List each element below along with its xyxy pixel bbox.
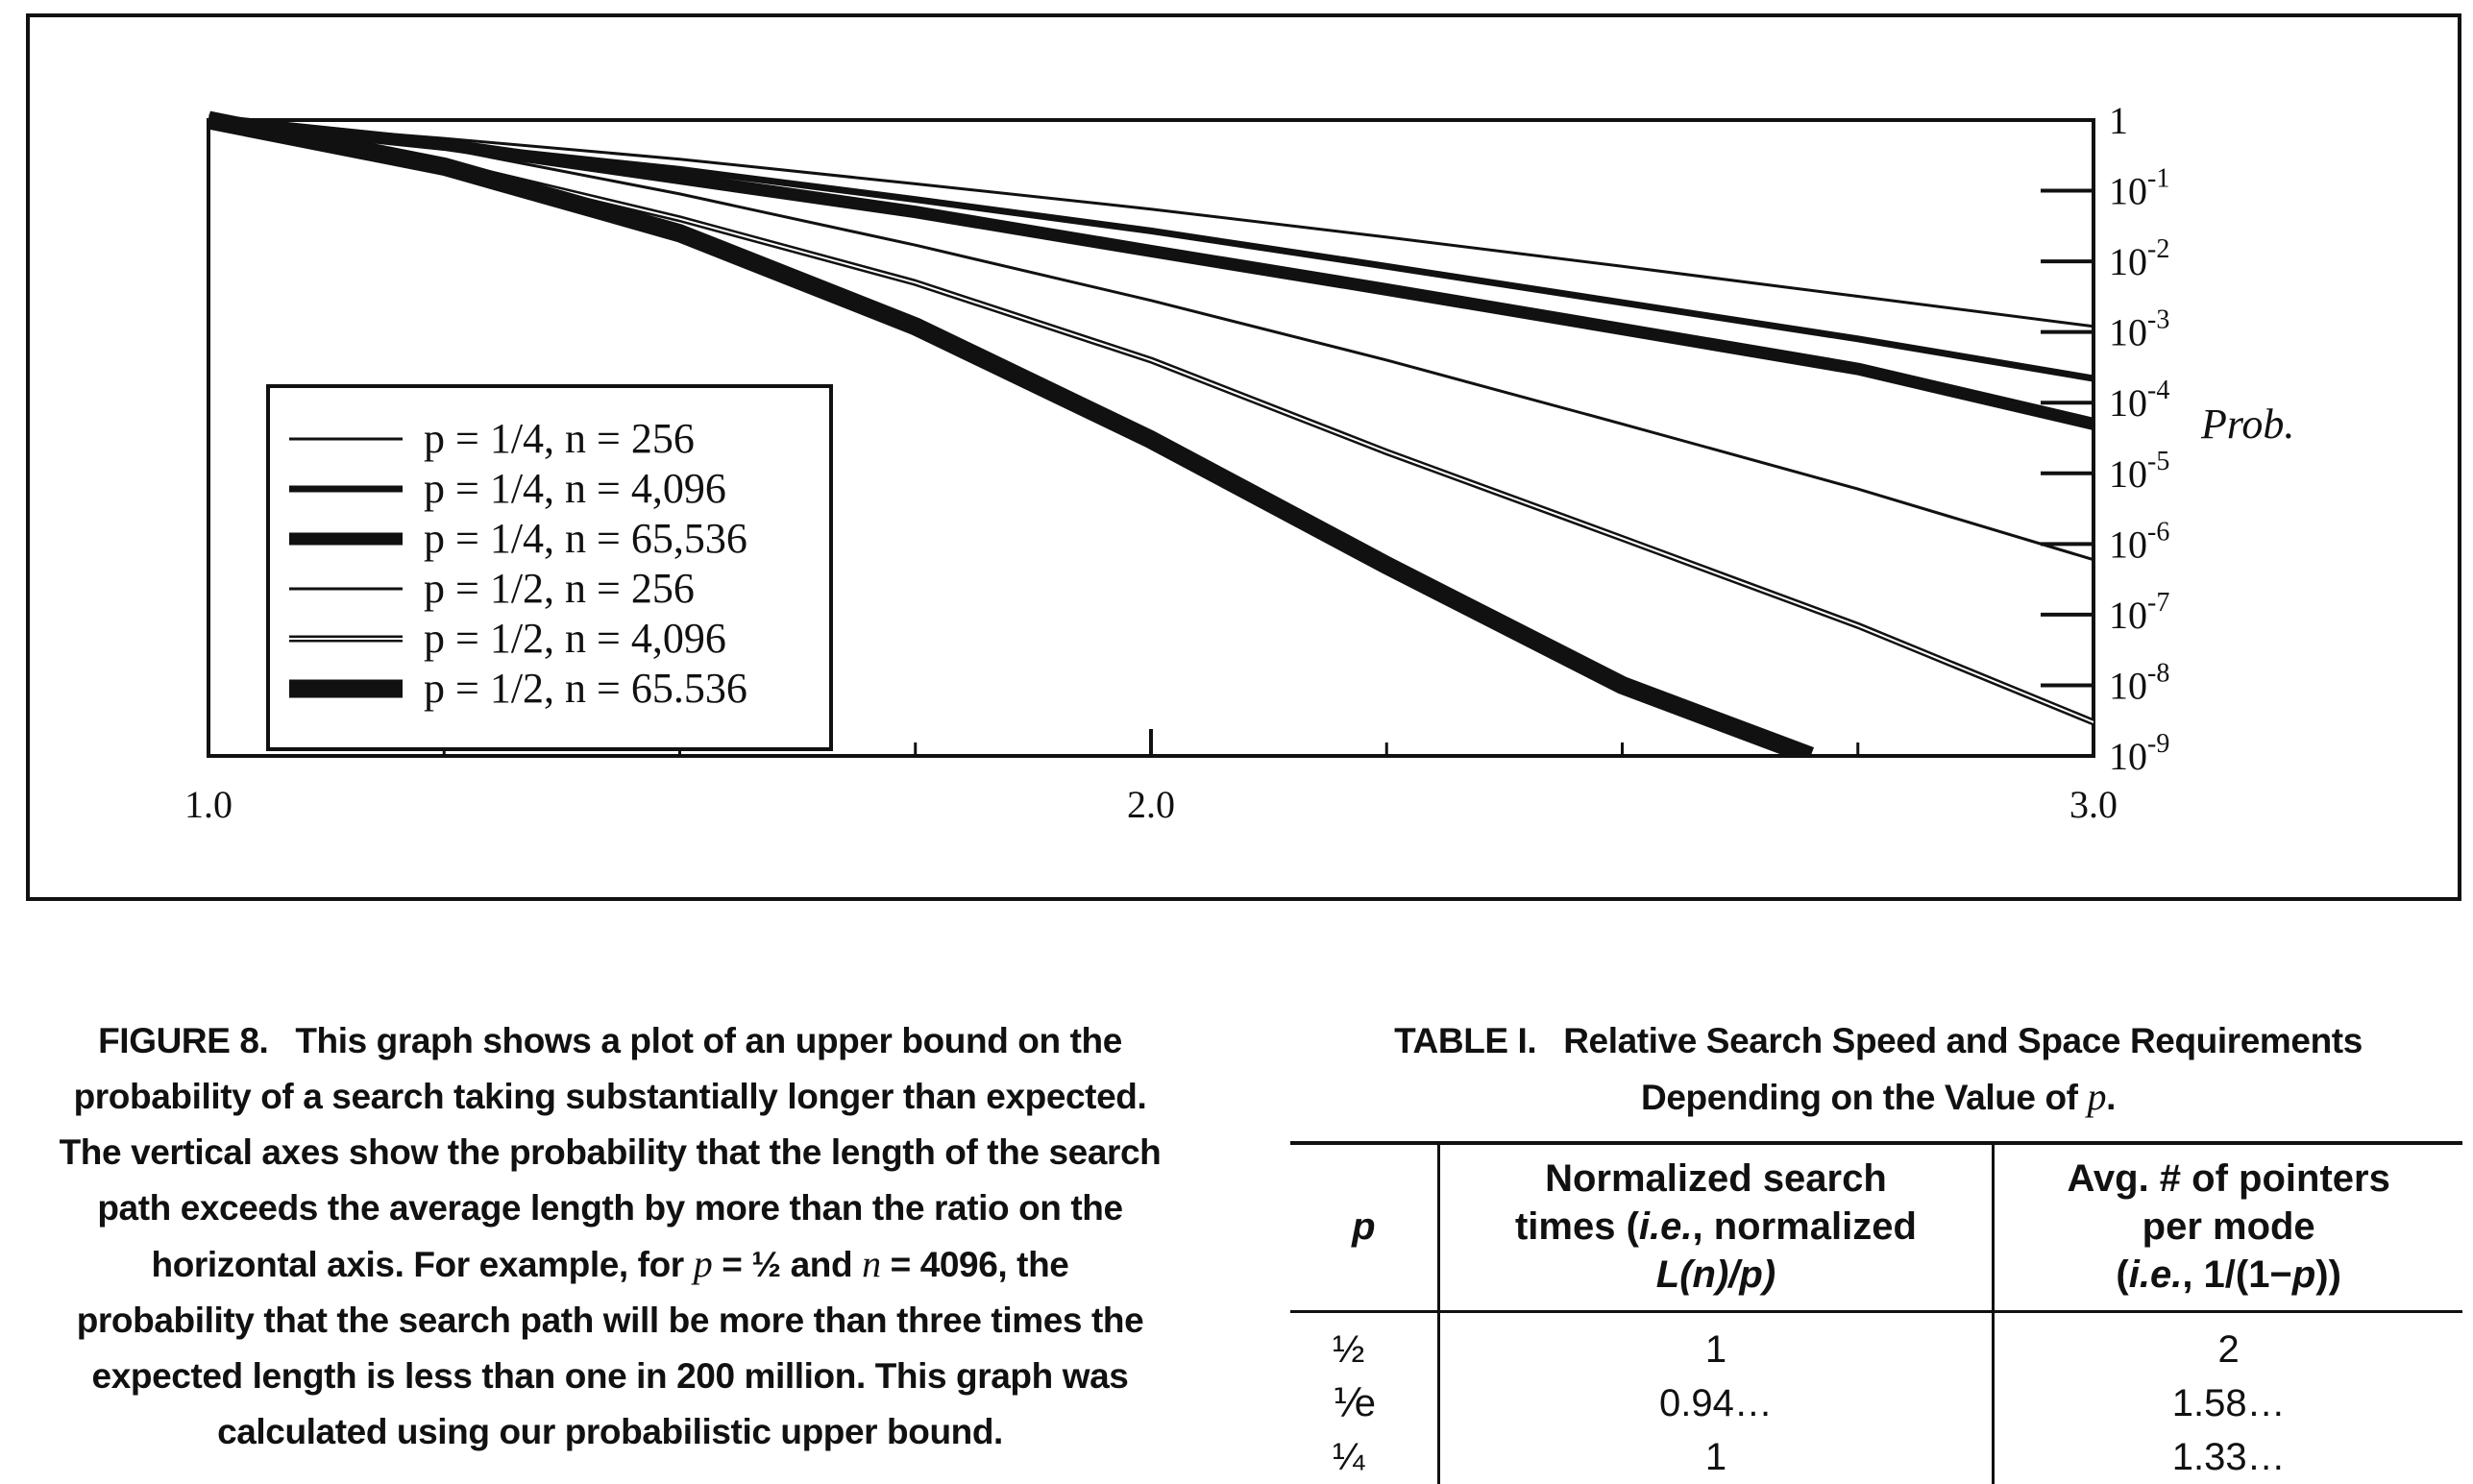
series-line-6 bbox=[208, 110, 1815, 756]
header-text: i.e. bbox=[2128, 1253, 2183, 1296]
y-tick-exponent: -4 bbox=[2147, 376, 2169, 405]
legend-label: p = 1/4, n = 65,536 bbox=[424, 515, 747, 562]
header-text: )) bbox=[2315, 1253, 2341, 1296]
cell-pointers: 1.58… bbox=[1992, 1376, 2462, 1430]
figure-label: FIGURE 8. bbox=[98, 1021, 269, 1060]
header-text: per mode bbox=[2142, 1205, 2315, 1248]
header-text: , 1/(1− bbox=[2182, 1253, 2292, 1296]
caption-line: calculated using our probabilistic upper… bbox=[217, 1412, 1003, 1451]
cell-pointers: 1.33… bbox=[1992, 1430, 2462, 1484]
cell-p: ¼ bbox=[1333, 1436, 1365, 1478]
x-tick-label: 2.0 bbox=[1127, 783, 1175, 826]
caption-line: horizontal axis. For example, for bbox=[151, 1245, 685, 1284]
y-tick-exponent: -8 bbox=[2147, 658, 2169, 688]
table-title: TABLE I. Relative Search Speed and Space… bbox=[1292, 1013, 2464, 1126]
caption-line: probability of a search taking substanti… bbox=[73, 1077, 1147, 1116]
x-tick-label: 3.0 bbox=[2069, 783, 2118, 826]
y-tick-exponent: -7 bbox=[2147, 588, 2169, 618]
series-line-4 bbox=[208, 118, 2093, 562]
y-tick-label: 10-1 bbox=[2109, 164, 2169, 213]
math-var: p bbox=[693, 1242, 713, 1285]
header-text: , normalized bbox=[1692, 1205, 1917, 1248]
table-row: ¼ 1 1.33… bbox=[1290, 1430, 2462, 1484]
caption-line: = 4096, the bbox=[890, 1245, 1069, 1284]
caption-line: expected length is less than one in 200 … bbox=[91, 1356, 1129, 1396]
header-text: ( bbox=[2116, 1253, 2129, 1296]
header-text: p bbox=[2291, 1253, 2316, 1296]
y-axis-label: Prob. bbox=[2200, 401, 2294, 448]
y-tick-label: 10-8 bbox=[2109, 658, 2169, 707]
y-tick-exponent: -5 bbox=[2147, 447, 2169, 476]
header-pointers: Avg. # of pointers per mode (i.e., 1/(1−… bbox=[1992, 1141, 2462, 1313]
table-row: ½ 1 2 bbox=[1290, 1311, 2462, 1376]
header-text: Avg. # of pointers bbox=[2067, 1157, 2390, 1200]
header-text: Normalized search bbox=[1545, 1157, 1887, 1200]
y-tick-label: 10-7 bbox=[2109, 588, 2169, 637]
x-tick-label: 1.0 bbox=[184, 783, 233, 826]
caption-line: The vertical axes show the probability t… bbox=[59, 1132, 1162, 1172]
series-line-1 bbox=[208, 118, 2093, 328]
legend-label: p = 1/4, n = 256 bbox=[424, 415, 695, 462]
caption-line: This graph shows a plot of an upper boun… bbox=[295, 1021, 1122, 1060]
table-label: TABLE I. bbox=[1394, 1021, 1537, 1060]
caption-line: probability that the search path will be… bbox=[76, 1301, 1144, 1340]
figure-frame: 1 10-1 10-2 10-3 10-4 10-5 10-6 10-7 10-8 10-9 Pro… bbox=[26, 13, 2461, 901]
y-tick-exponent: -6 bbox=[2147, 517, 2169, 547]
cell-search: 1 bbox=[1436, 1311, 1994, 1376]
y-tick-label: 1 bbox=[2109, 99, 2128, 142]
caption-line: = ½ and bbox=[722, 1245, 853, 1284]
legend-label: p = 1/4, n = 4,096 bbox=[424, 465, 726, 512]
legend-label: p = 1/2, n = 65.536 bbox=[424, 665, 747, 712]
y-tick-exponent: -1 bbox=[2147, 164, 2169, 194]
table-row: ⅟e 0.94… 1.58… bbox=[1290, 1376, 2462, 1430]
table-header-row: p Normalized search times (i.e., normali… bbox=[1290, 1141, 2462, 1313]
y-tick-label: 10-6 bbox=[2109, 517, 2169, 566]
header-text: times ( bbox=[1514, 1205, 1639, 1248]
header-p-label: p bbox=[1352, 1205, 1376, 1248]
data-table: p Normalized search times (i.e., normali… bbox=[1290, 1141, 2462, 1484]
y-tick-label: 10-4 bbox=[2109, 376, 2169, 425]
header-search-times: Normalized search times (i.e., normalize… bbox=[1436, 1141, 1994, 1313]
table-title-line: . bbox=[2106, 1078, 2116, 1117]
header-text: L(n)/p) bbox=[1655, 1253, 1776, 1296]
cell-p: ⅟e bbox=[1333, 1382, 1376, 1424]
cell-search: 1 bbox=[1436, 1430, 1994, 1484]
y-tick-exponent: -2 bbox=[2147, 234, 2169, 264]
math-var: p bbox=[2087, 1075, 2107, 1118]
table-title-line: Relative Search Speed and Space Requirem… bbox=[1563, 1021, 2363, 1060]
series-layer bbox=[208, 110, 2093, 756]
cell-search: 0.94… bbox=[1436, 1376, 1994, 1430]
y-tick-label: 10-2 bbox=[2109, 234, 2169, 283]
cell-pointers: 2 bbox=[1992, 1311, 2462, 1376]
y-tick-exponent: -9 bbox=[2147, 729, 2169, 759]
table-title-line: Depending on the Value of bbox=[1641, 1078, 2078, 1117]
y-tick-label: 10-5 bbox=[2109, 447, 2169, 496]
y-tick-exponent: -3 bbox=[2147, 305, 2169, 335]
header-p: p bbox=[1290, 1141, 1439, 1313]
cell-p: ½ bbox=[1333, 1328, 1365, 1371]
series-line-3 bbox=[208, 113, 2093, 430]
figure-caption: FIGURE 8. This graph shows a plot of an … bbox=[29, 1013, 1191, 1460]
header-text: i.e. bbox=[1638, 1205, 1693, 1248]
math-var: n bbox=[862, 1242, 881, 1285]
legend-label: p = 1/2, n = 256 bbox=[424, 565, 695, 612]
y-tick-label: 10-9 bbox=[2109, 729, 2169, 778]
caption-line: path exceeds the average length by more … bbox=[97, 1188, 1123, 1228]
legend-label: p = 1/2, n = 4,096 bbox=[424, 615, 726, 662]
y-tick-label: 10-3 bbox=[2109, 305, 2169, 354]
probability-chart: 1 10-1 10-2 10-3 10-4 10-5 10-6 10-7 10-8 10-9 Pro… bbox=[184, 99, 2294, 826]
